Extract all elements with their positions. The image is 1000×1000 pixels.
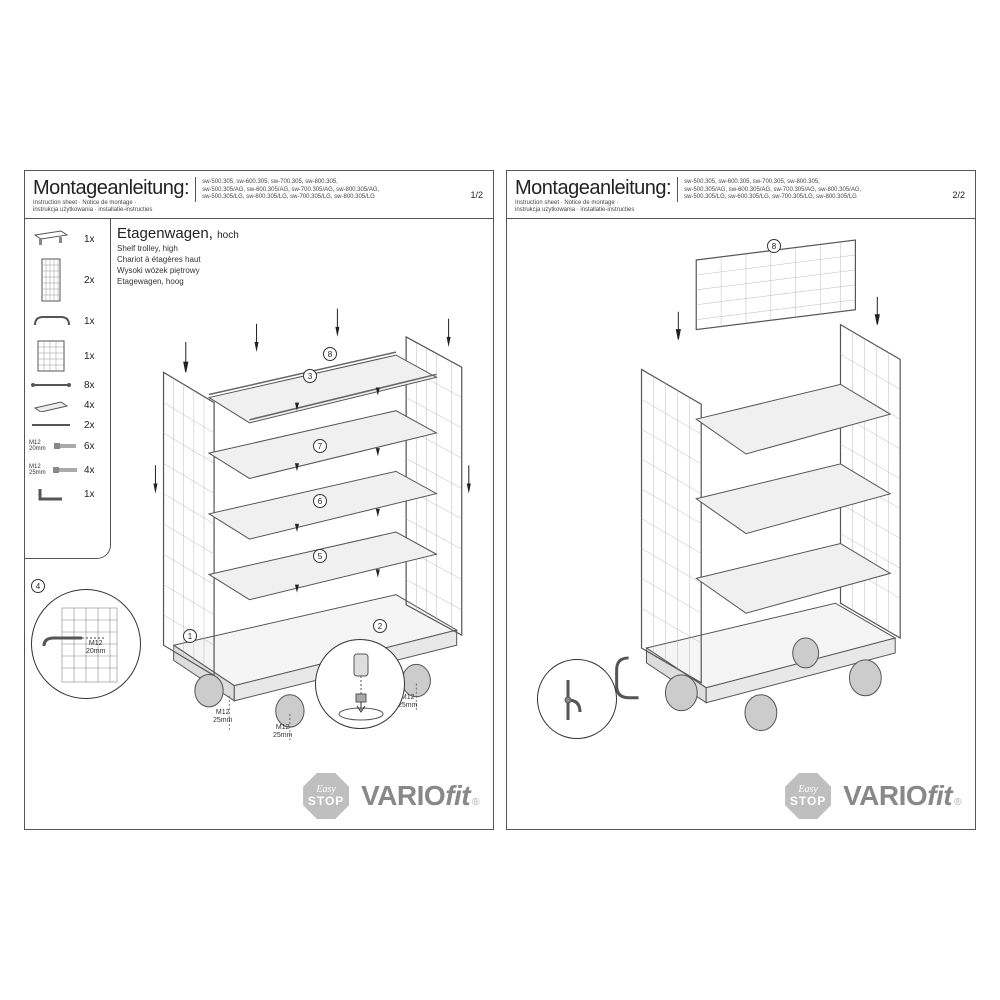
variofit-logo: VARIOfit® [361,780,479,812]
header-title-block: Montageanleitung: Instruction sheet · No… [515,177,671,214]
brand-reg: ® [472,797,479,808]
page-body: 8 Easy STOP VARIOfit® [507,219,975,829]
page-footer: Easy STOP VARIOfit® [303,773,479,819]
trans-line: Wysoki wózek piętrowy [117,266,239,277]
part-row: 8x [29,377,106,393]
easystop-stop: STOP [308,795,344,807]
page-number: 1/2 [470,190,483,201]
easystop-badge: Easy STOP [785,773,831,819]
bolt-label-25: M12 25mm [213,709,232,724]
doc-subtitle: Instruction sheet · Notice de montage · … [515,200,671,214]
part-qty: 2x [84,275,106,286]
parts-list: 1x 2x 1x 1x [25,219,111,559]
part-row: M12 20mm 6x [29,435,106,457]
part-qty: 4x [84,400,106,411]
detail-handle-mount: M12 20mm [31,589,141,699]
part-bolt-label: M12 20mm [29,440,47,452]
models-line: sw-500.305/LG, sw-600.305/LG, sw-700.305… [684,194,967,202]
brand-reg: ® [954,797,961,808]
page-number: 2/2 [952,190,965,201]
page-header: Montageanleitung: Instruction sheet · No… [507,171,975,219]
easystop-stop: STOP [790,795,826,807]
page-footer: Easy STOP VARIOfit® [785,773,961,819]
header-title-block: Montageanleitung: Instruction sheet · No… [33,177,189,214]
part-row: 1x [29,307,106,335]
part-row: 1x [29,483,106,505]
product-title-block: Etagenwagen, hoch Shelf trolley, high Ch… [117,225,239,287]
part-qty: 1x [84,316,106,327]
page-header: Montageanleitung: Instruction sheet · No… [25,171,493,219]
detail-bolt-label: M12 20mm [86,640,105,655]
trolley-exploded-svg [113,279,487,749]
part-hexkey-icon [29,482,73,506]
product-title: Etagenwagen, hoch [117,225,239,242]
part-row: 4x [29,395,106,415]
trans-line: Shelf trolley, high [117,244,239,255]
models-line: sw-500.305/AG, sw-600.305/AG, sw-700.305… [202,187,485,195]
exploded-diagram: 1 2 3 5 6 7 8 M12 25mm M12 25mm M12 25mm… [113,279,487,749]
models-line: sw-500.305, sw-600.305, sw-700.305, sw-8… [202,179,485,187]
page-body: 1x 2x 1x 1x [25,219,493,829]
detail-caster-bolt [315,639,405,729]
part-qty: 1x [84,234,106,245]
part-qty: 2x [84,420,106,431]
model-list: sw-500.305, sw-600.305, sw-700.305, sw-8… [677,177,967,202]
part-bolt-icon [53,434,79,458]
part-qty: 1x [84,489,106,500]
part-row: 2x [29,255,106,305]
part-qty: 6x [84,441,106,452]
brand-fit: fit [927,780,952,812]
instruction-page-2: Montageanleitung: Instruction sheet · No… [506,170,976,830]
part-row: 1x [29,337,106,375]
part-bolt2-icon [53,458,79,482]
bolt-label-25: M12 25mm [273,724,292,739]
part-qty: 4x [84,465,106,476]
product-title-sub: hoch [217,230,239,241]
models-line: sw-500.305/LG, sw-600.305/LG, sw-700.305… [202,194,485,202]
part-qty: 1x [84,351,106,362]
part-base-icon [29,227,73,251]
variofit-logo: VARIOfit® [843,780,961,812]
doc-title: Montageanleitung: [515,177,671,200]
models-line: sw-500.305/AG, sw-600.305/AG, sw-700.305… [684,187,967,195]
trans-line: Chariot à étagères haut [117,255,239,266]
detail-handle-joint [537,659,617,739]
part-row: 1x [29,225,106,253]
part-handle-icon [29,309,73,333]
part-bolt-label: M12 25mm [29,464,47,476]
part-row: M12 25mm 4x [29,459,106,481]
brand-fit: fit [445,780,470,812]
brand-vario: VARIO [361,780,445,812]
part-mesh-side-icon [29,257,73,303]
part-row: 2x [29,417,106,433]
part-qty: 8x [84,380,106,391]
instruction-page-1: Montageanleitung: Instruction sheet · No… [24,170,494,830]
brand-vario: VARIO [843,780,927,812]
model-list: sw-500.305, sw-600.305, sw-700.305, sw-8… [195,177,485,202]
doc-title: Montageanleitung: [33,177,189,200]
part-mesh-back-icon [29,339,73,373]
models-line: sw-500.305, sw-600.305, sw-700.305, sw-8… [684,179,967,187]
doc-subtitle: Instruction sheet · Notice de montage · … [33,200,189,214]
easystop-badge: Easy STOP [303,773,349,819]
product-title-main: Etagenwagen, [117,225,213,242]
